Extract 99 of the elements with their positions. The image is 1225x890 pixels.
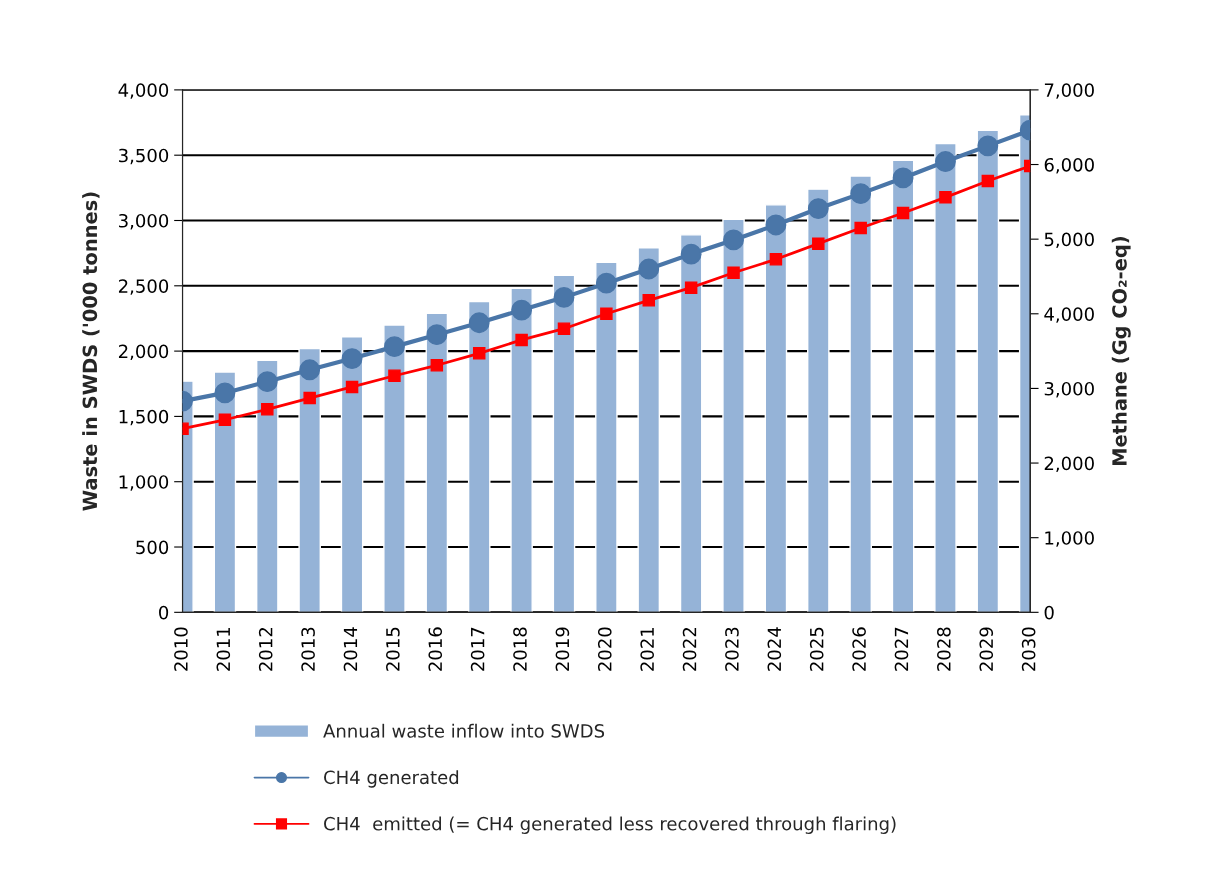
bar <box>891 159 915 613</box>
x-tick-label: 2021 <box>640 627 654 671</box>
point <box>426 324 448 346</box>
bar <box>340 336 364 613</box>
bar <box>298 347 321 613</box>
bar <box>849 175 872 613</box>
legend-label: CH4 emitted (= CH4 generated less recovered through flaring) <box>324 816 896 834</box>
x-tick-label: 2022 <box>682 628 697 671</box>
legend-label: CH4 generated <box>324 770 459 788</box>
bar <box>383 324 406 613</box>
x-tick-label: 2014 <box>343 627 358 671</box>
x-tick-label: 2018 <box>513 627 527 671</box>
y2-tick-label: 5,000 <box>1044 232 1094 249</box>
y2-tick-label: 1,000 <box>1045 531 1094 547</box>
x-tick-label: 2029 <box>979 627 994 671</box>
point <box>388 369 401 382</box>
y2-tick-label: 4,000 <box>1044 307 1094 323</box>
bar <box>213 371 237 613</box>
x-tick-label: 2023 <box>725 627 739 671</box>
bar <box>807 188 830 613</box>
bar <box>722 218 745 613</box>
bar <box>595 261 618 613</box>
point <box>935 151 956 172</box>
bar <box>976 129 1000 613</box>
y-axis-title: Waste in SWDS ('000 tonnes) <box>82 192 100 511</box>
point <box>981 174 995 188</box>
bar <box>637 247 661 613</box>
point <box>472 347 486 360</box>
y-tick-label: 2,500 <box>118 279 169 295</box>
y-tick-label: 500 <box>136 540 169 555</box>
bar <box>425 312 449 613</box>
bar <box>552 274 576 613</box>
point <box>345 380 359 394</box>
y-tick-label: 2,000 <box>118 344 169 361</box>
point <box>256 371 278 393</box>
bar <box>764 204 788 613</box>
x-tick-label: 2017 <box>470 627 485 671</box>
x-tick-label: 2020 <box>597 627 612 671</box>
point <box>430 359 444 372</box>
x-tick-label: 2015 <box>386 627 400 671</box>
point <box>214 382 236 404</box>
point <box>896 206 910 220</box>
point <box>684 281 698 294</box>
y2-tick-label: 3,000 <box>1044 381 1094 398</box>
x-tick-label: 2012 <box>258 628 273 671</box>
x-tick-label: 2013 <box>301 627 315 671</box>
point <box>261 403 274 416</box>
point <box>807 198 829 219</box>
y-tick-label: 1,000 <box>119 475 169 491</box>
x-tick-label: 2010 <box>174 627 188 671</box>
y-tick-label: 4,000 <box>118 83 169 99</box>
x-tick-label: 2025 <box>809 627 824 671</box>
bar <box>679 234 703 613</box>
point <box>600 307 613 321</box>
x-tick-label: 2019 <box>555 627 570 671</box>
point <box>723 229 744 251</box>
y-tick-label: 0 <box>159 605 169 620</box>
y2-tick-label: 7,000 <box>1044 83 1094 99</box>
point <box>384 336 405 358</box>
point <box>765 214 787 236</box>
x-tick-label: 2016 <box>428 627 443 671</box>
point <box>854 221 867 235</box>
point <box>727 266 740 279</box>
x-tick-label: 2026 <box>852 627 866 671</box>
y-tick-label: 3,000 <box>119 213 169 230</box>
point <box>341 348 363 369</box>
x-tick-label: 2024 <box>767 627 782 671</box>
point <box>769 253 783 266</box>
point <box>218 413 232 427</box>
x-tick-label: 2028 <box>937 627 951 671</box>
x-tick-label: 2030 <box>1021 627 1036 671</box>
point <box>939 191 952 204</box>
x-tick-label: 2011 <box>216 627 231 671</box>
y2-tick-label: 2,000 <box>1044 456 1094 473</box>
point <box>638 258 660 280</box>
point <box>468 312 490 334</box>
bar <box>467 300 491 613</box>
y2-tick-label: 0 <box>1044 605 1054 620</box>
point <box>595 272 617 294</box>
point <box>515 333 528 347</box>
point <box>812 237 825 250</box>
point <box>977 135 999 157</box>
y-tick-label: 3,500 <box>119 148 169 165</box>
y2-axis-title: Methane (Gg CO₂-eq) <box>1111 237 1131 466</box>
y-tick-label: 1,500 <box>119 409 169 426</box>
point <box>850 183 872 205</box>
bar <box>510 287 533 613</box>
point <box>680 243 702 265</box>
point <box>557 322 571 335</box>
point <box>511 299 533 321</box>
point <box>553 286 575 308</box>
bar <box>934 142 957 613</box>
point <box>892 167 914 189</box>
legend-label: Annual waste inflow into SWDS <box>323 723 605 738</box>
point <box>299 359 321 381</box>
point <box>642 294 656 307</box>
point <box>303 391 316 405</box>
x-tick-label: 2027 <box>894 627 909 671</box>
y2-tick-label: 6,000 <box>1044 157 1094 174</box>
